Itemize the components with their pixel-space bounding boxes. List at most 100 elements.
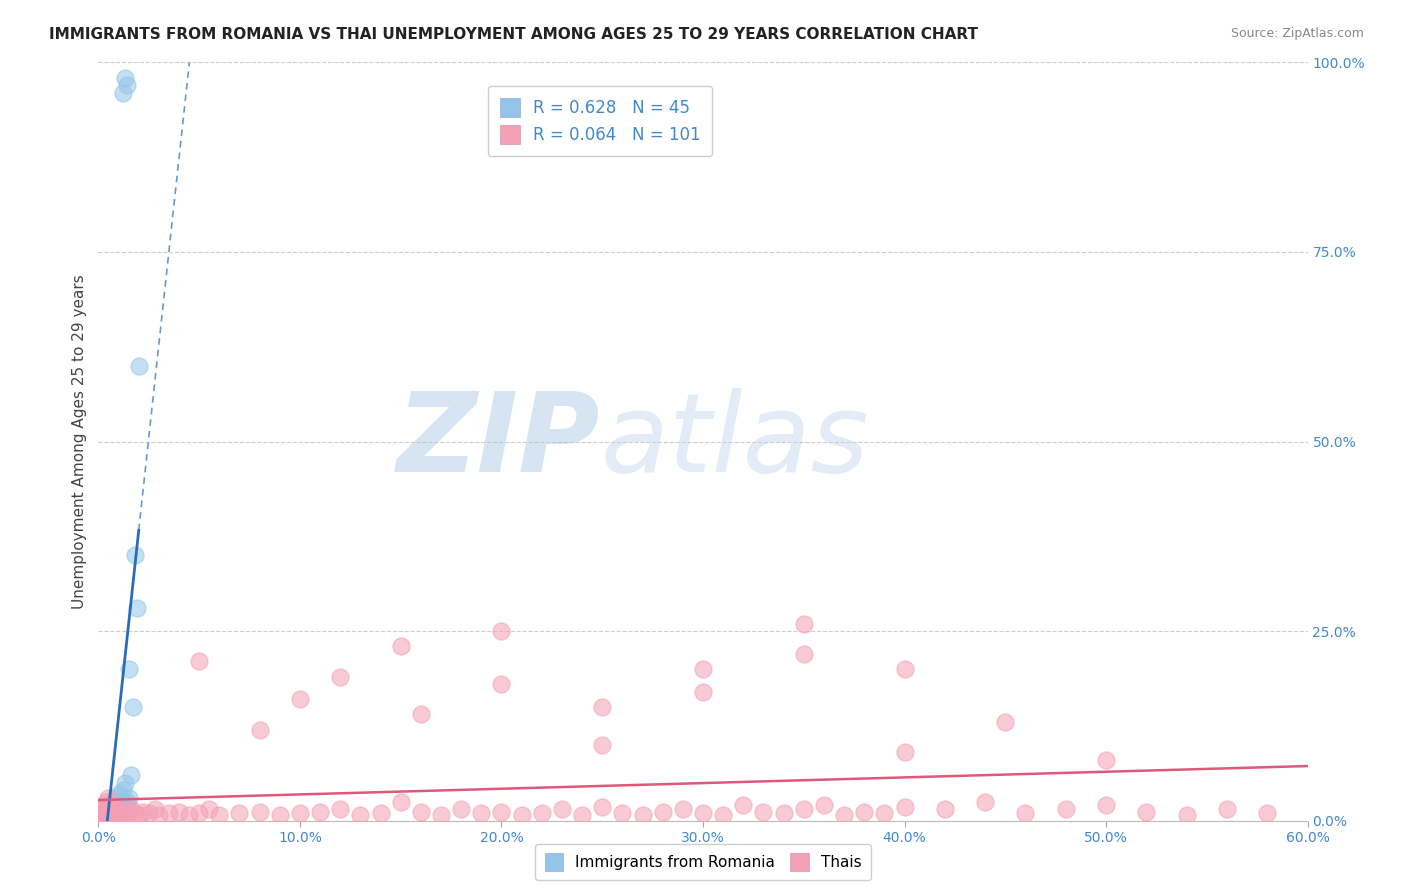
Point (651, 805, 673, 819)
Point (91, 811, 114, 825)
Point (893, 800, 915, 814)
Point (111, 86, 134, 100)
Point (118, 805, 141, 819)
Point (93, 798, 115, 813)
Point (107, 810, 129, 824)
Point (309, 805, 332, 819)
Point (692, 662, 714, 676)
Point (198, 802, 221, 816)
Point (96, 811, 118, 825)
Point (1054, 802, 1077, 816)
Point (114, 810, 136, 824)
Point (692, 685, 714, 699)
Point (101, 805, 124, 819)
Point (893, 662, 915, 676)
Point (873, 806, 896, 821)
Point (631, 807, 654, 822)
Point (111, 806, 134, 821)
Point (329, 802, 352, 816)
Point (103, 798, 125, 813)
Point (612, 806, 634, 821)
Point (101, 810, 124, 824)
Point (1135, 805, 1157, 819)
Point (97, 806, 120, 821)
Point (111, 802, 134, 816)
Point (752, 805, 775, 819)
Point (97, 810, 120, 824)
Text: atlas: atlas (600, 388, 869, 495)
Point (93, 807, 115, 822)
Point (96, 805, 118, 819)
Point (692, 806, 714, 821)
Point (93, 810, 115, 824)
Point (91, 807, 114, 822)
Point (100, 810, 122, 824)
Point (1175, 807, 1198, 822)
Point (188, 655, 211, 669)
Point (138, 806, 160, 821)
Point (288, 692, 311, 706)
Point (101, 802, 124, 816)
Point (349, 807, 371, 822)
Point (994, 715, 1017, 730)
Point (93, 811, 115, 825)
Point (105, 806, 128, 821)
Point (249, 805, 271, 819)
Point (591, 800, 613, 814)
Text: IMMIGRANTS FROM ROMANIA VS THAI UNEMPLOYMENT AMONG AGES 25 TO 29 YEARS CORRELATI: IMMIGRANTS FROM ROMANIA VS THAI UNEMPLOY… (49, 27, 979, 42)
Point (107, 800, 129, 814)
Point (96, 807, 118, 822)
Point (450, 802, 472, 816)
Legend: R = 0.628   N = 45, R = 0.064   N = 101: R = 0.628 N = 45, R = 0.064 N = 101 (488, 86, 713, 156)
Point (132, 805, 155, 819)
Point (571, 807, 593, 822)
Point (100, 807, 122, 822)
Point (551, 802, 574, 816)
Point (832, 807, 855, 822)
Point (121, 699, 143, 714)
Point (118, 662, 141, 676)
Point (91, 802, 114, 816)
Legend: Immigrants from Romania, Thais: Immigrants from Romania, Thais (536, 844, 870, 880)
Point (672, 802, 695, 816)
Y-axis label: Unemployment Among Ages 25 to 29 years: Unemployment Among Ages 25 to 29 years (72, 274, 87, 609)
Point (97, 811, 120, 825)
Point (101, 809, 124, 823)
Point (100, 800, 122, 814)
Point (115, 78, 138, 92)
Point (100, 800, 122, 814)
Point (110, 807, 132, 822)
Point (491, 624, 513, 639)
Point (893, 746, 915, 760)
Point (793, 802, 815, 816)
Point (733, 798, 755, 813)
Point (249, 723, 271, 737)
Point (97, 808, 120, 822)
Point (97, 802, 120, 816)
Point (105, 806, 128, 821)
Point (288, 806, 311, 821)
Point (124, 548, 146, 563)
Point (93, 809, 115, 823)
Point (228, 806, 250, 821)
Point (110, 805, 132, 819)
Point (167, 805, 190, 819)
Point (591, 738, 613, 752)
Point (389, 795, 412, 809)
Point (329, 669, 352, 683)
Point (107, 802, 129, 816)
Point (470, 806, 492, 821)
Point (125, 601, 148, 615)
Text: ZIP: ZIP (396, 388, 600, 495)
Point (120, 802, 142, 816)
Point (91, 811, 114, 825)
Point (120, 768, 142, 782)
Point (93, 806, 115, 821)
Point (813, 798, 835, 813)
Point (89, 806, 111, 821)
Point (1095, 753, 1118, 767)
Point (97, 798, 120, 813)
Point (100, 806, 122, 821)
Point (269, 807, 291, 822)
Point (389, 639, 412, 653)
